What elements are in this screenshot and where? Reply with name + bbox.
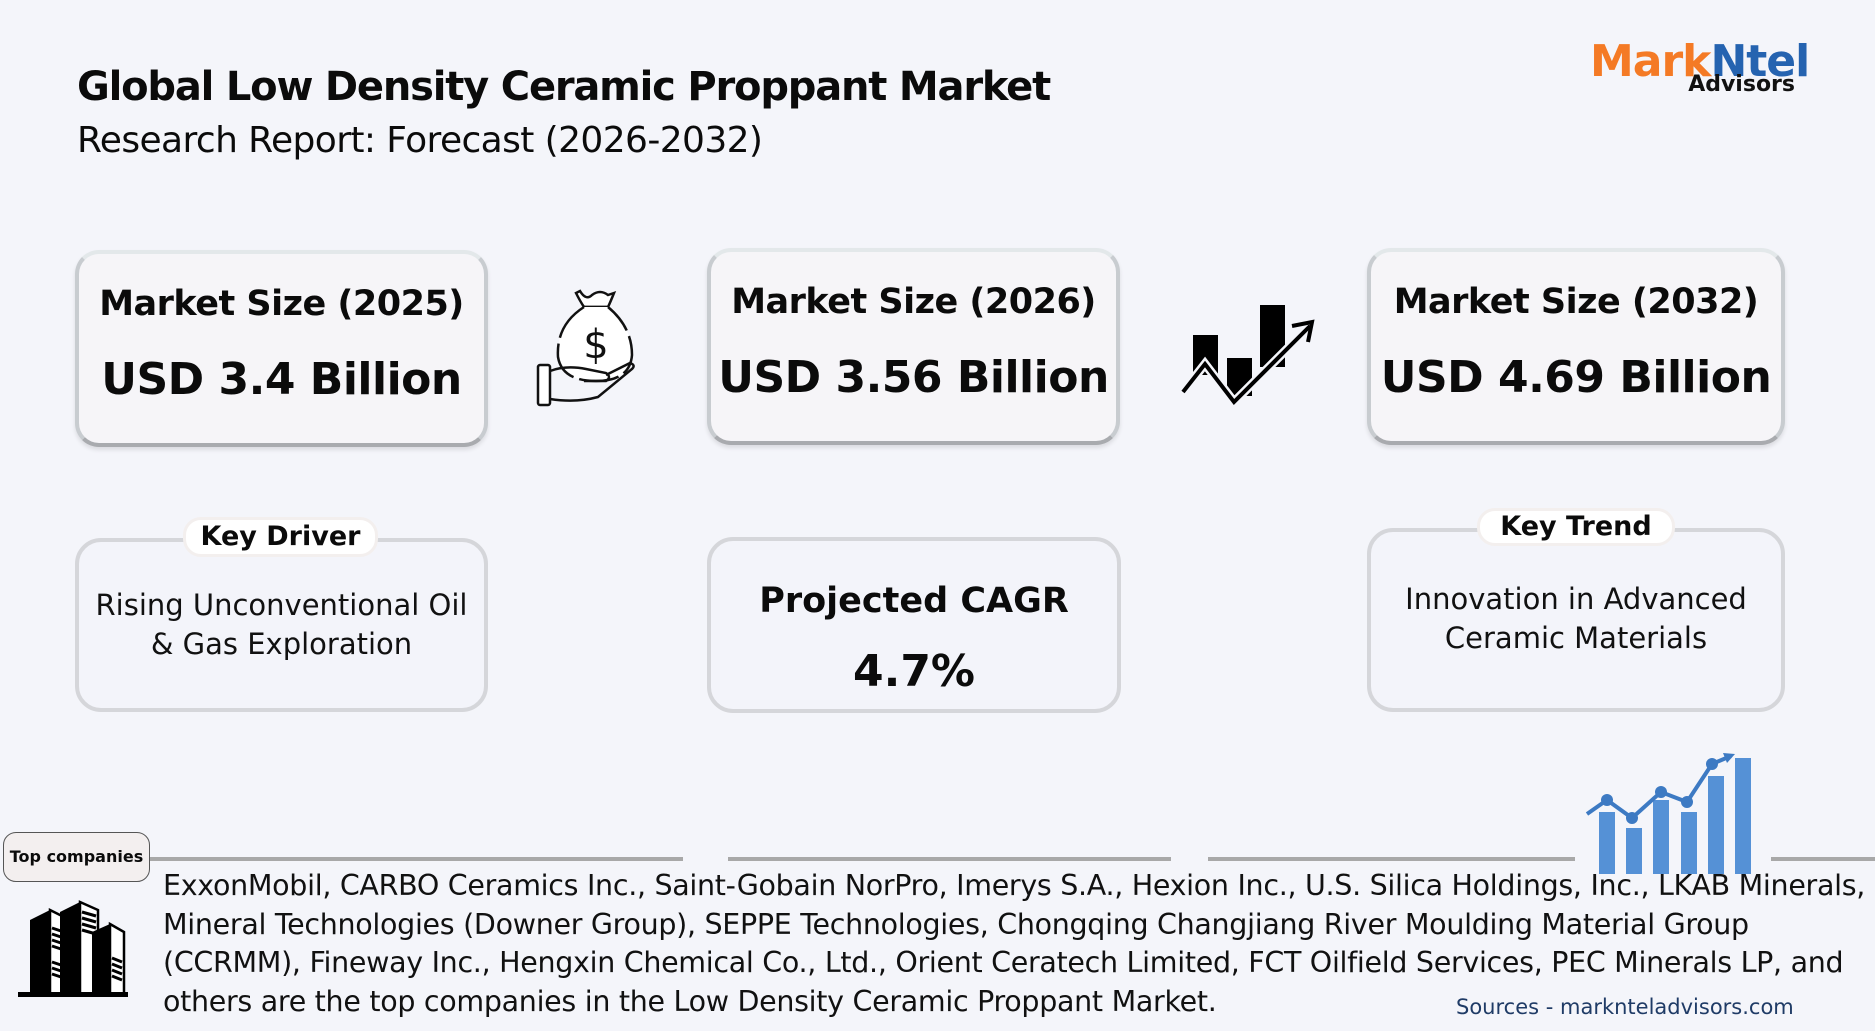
cagr-label: Projected CAGR: [759, 581, 1069, 621]
blue-growth-chart-icon: [1585, 752, 1757, 874]
market-size-2026-card: Market Size (2026) USD 3.56 Billion: [707, 248, 1120, 445]
key-driver-label: Key Driver: [183, 517, 378, 557]
page-title: Global Low Density Ceramic Proppant Mark…: [77, 64, 1051, 110]
key-driver-line-1: Rising Unconventional Oil: [95, 588, 468, 622]
key-driver-box: Rising Unconventional Oil & Gas Explorat…: [75, 538, 488, 712]
page-subtitle: Research Report: Forecast (2026-2032): [77, 120, 763, 161]
key-trend-label: Key Trend: [1477, 508, 1675, 546]
sources-link[interactable]: Sources - marknteladvisors.com: [1456, 995, 1794, 1019]
top-companies-text: ExxonMobil, CARBO Ceramics Inc., Saint-G…: [163, 867, 1866, 1021]
logo-ntel-text: Ntel: [1710, 36, 1810, 87]
logo-mark-text: Mark: [1590, 36, 1711, 87]
bar-trend-arrow-icon: [1179, 300, 1320, 410]
market-size-2025-card: Market Size (2025) USD 3.4 Billion: [75, 250, 488, 447]
companies-line-1: ExxonMobil, CARBO Ceramics Inc., Saint-G…: [163, 869, 1866, 902]
market-size-2032-value: USD 4.69 Billion: [1380, 352, 1772, 403]
key-trend-box: Innovation in Advanced Ceramic Materials: [1367, 528, 1785, 712]
market-size-2026-label: Market Size (2026): [731, 282, 1096, 322]
companies-line-4: others are the top companies in the Low …: [163, 984, 1217, 1018]
companies-line-3: (CCRMM), Fineway Inc., Hengxin Chemical …: [163, 946, 1844, 979]
key-trend-line-1: Innovation in Advanced: [1405, 582, 1747, 616]
market-size-2025-label: Market Size (2025): [99, 284, 464, 324]
svg-text:$: $: [583, 322, 608, 368]
projected-cagr-box: Projected CAGR 4.7%: [707, 537, 1121, 713]
divider-line: [1771, 857, 1875, 861]
divider-line: [1208, 857, 1575, 861]
key-driver-line-2: & Gas Exploration: [150, 627, 413, 661]
divider-line: [728, 857, 1171, 861]
market-size-2026-value: USD 3.56 Billion: [718, 352, 1109, 403]
top-companies-label: Top companies: [3, 832, 150, 882]
market-size-2032-label: Market Size (2032): [1393, 282, 1759, 322]
key-trend-line-2: Ceramic Materials: [1444, 621, 1708, 655]
divider-line: [150, 857, 683, 861]
marknteladvisors-logo: MarkNtel Advisors: [1590, 36, 1810, 98]
companies-line-2: Mineral Technologies (Downer Group), SEP…: [163, 907, 1749, 941]
logo-advisors-text: Advisors: [1688, 72, 1795, 97]
market-size-2032-card: Market Size (2032) USD 4.69 Billion: [1367, 248, 1785, 445]
market-size-2025-value: USD 3.4 Billion: [101, 354, 462, 405]
office-buildings-icon: [16, 900, 130, 1004]
cagr-value: 4.7%: [852, 646, 976, 697]
money-bag-hand-icon: $: [536, 285, 658, 410]
